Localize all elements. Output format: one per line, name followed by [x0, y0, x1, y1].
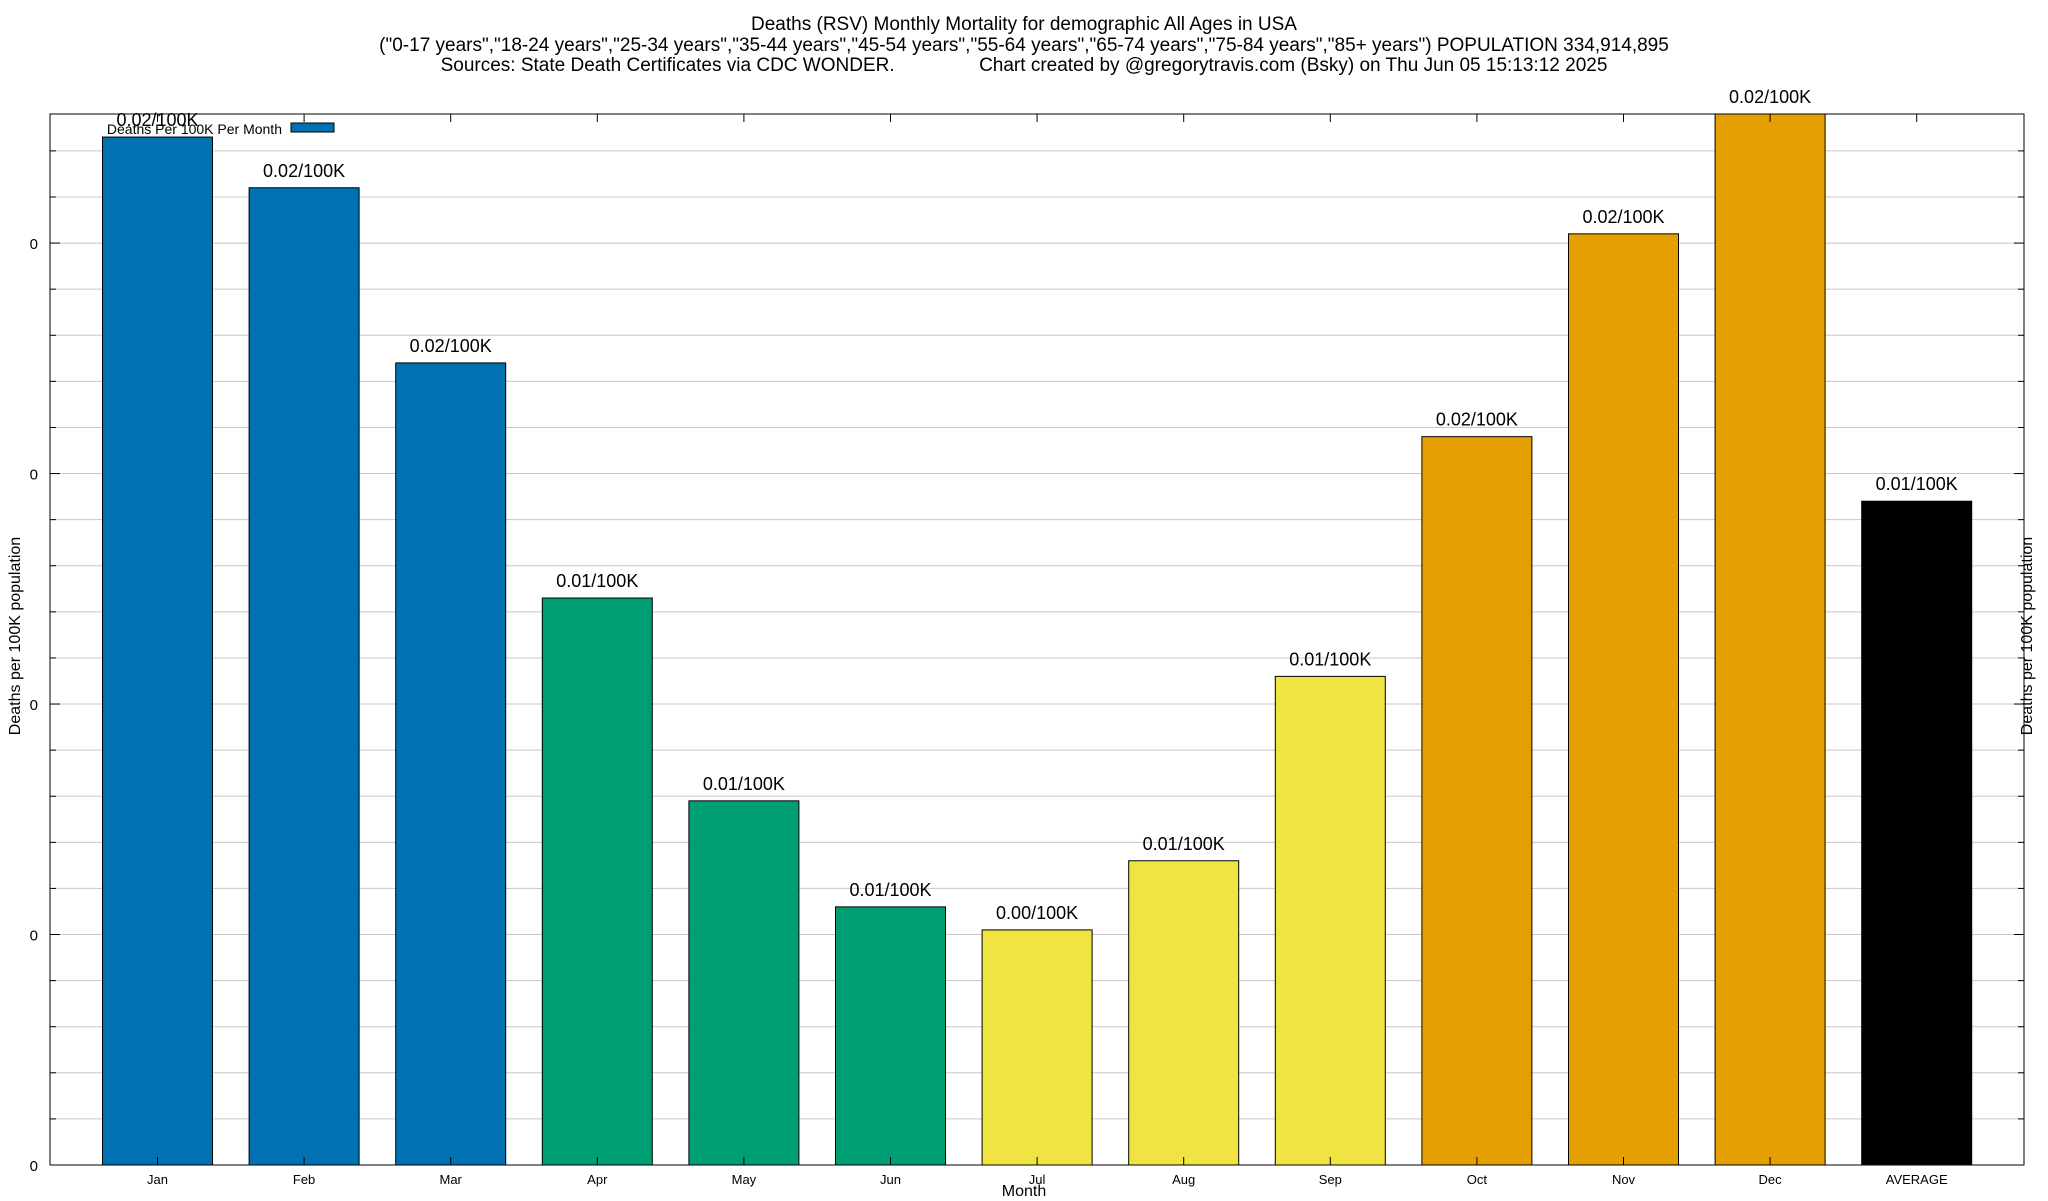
x-tick-label: May: [732, 1172, 757, 1187]
data-label: 0.01/100K: [1289, 649, 1371, 669]
data-label: 0.02/100K: [116, 110, 198, 130]
y-tick-label: 0: [30, 236, 38, 253]
bar-may: [688, 800, 800, 1166]
labels: 0 0 0 0 0 0.02/100K Jan 0.02/100K Feb 0.02/100K Ma…: [30, 87, 1958, 1187]
legend-swatch: [290, 122, 335, 133]
chart-title: Deaths (RSV) Monthly Mortality for demog…: [751, 14, 1297, 35]
bar-dec: [1714, 113, 1826, 1166]
chart-sources: Sources: State Death Certificates via CD…: [440, 55, 1608, 76]
bar-oct: [1421, 436, 1533, 1166]
y-axis-label: Deaths per 100K population: [7, 536, 24, 736]
y-tick-label: 0: [30, 467, 38, 484]
legend: Deaths Per 100K Per Month: [107, 121, 335, 137]
data-label: 0.00/100K: [996, 903, 1078, 923]
bar-sep: [1274, 675, 1386, 1166]
legend-label: Deaths Per 100K Per Month: [107, 121, 282, 137]
bars: [102, 113, 1973, 1166]
bar-nov: [1568, 233, 1679, 1166]
y-tick-label: 0: [30, 697, 38, 714]
x-tick-label: Jun: [880, 1172, 901, 1187]
x-tick-label: AVERAGE: [1886, 1172, 1948, 1187]
x-tick-label: Mar: [440, 1172, 463, 1187]
data-label: 0.02/100K: [1582, 207, 1664, 227]
bar-apr: [541, 597, 653, 1166]
y-axis-label-right: Deaths per 100K population: [2019, 536, 2036, 736]
x-tick-label: Nov: [1612, 1172, 1636, 1187]
data-label: 0.01/100K: [1876, 474, 1958, 494]
chart-subtitle: ("0-17 years","18-24 years","25-34 years…: [379, 35, 1669, 56]
bar-feb: [248, 187, 360, 1166]
y-tick-label: 0: [30, 1158, 38, 1175]
data-label: 0.01/100K: [1143, 834, 1225, 854]
data-label: 0.01/100K: [556, 571, 638, 591]
x-tick-label: Jan: [147, 1172, 168, 1187]
y-tick-label: 0: [30, 928, 38, 945]
bar-aug: [1128, 860, 1240, 1166]
data-label: 0.01/100K: [703, 774, 785, 794]
bar-average: [1861, 500, 1973, 1166]
data-label: 0.02/100K: [1729, 87, 1811, 107]
x-tick-label: Apr: [587, 1172, 608, 1187]
data-label: 0.02/100K: [1436, 410, 1518, 430]
ticks: [50, 114, 2024, 1165]
x-tick-label: Oct: [1467, 1172, 1488, 1187]
data-label: 0.01/100K: [849, 880, 931, 900]
bar-jul: [981, 929, 1093, 1166]
x-axis-label: Month: [1001, 1183, 1047, 1200]
bar-mar: [395, 362, 507, 1166]
x-tick-label: Aug: [1172, 1172, 1195, 1187]
data-label: 0.02/100K: [410, 336, 492, 356]
bar-jan: [102, 136, 213, 1166]
data-label: 0.02/100K: [263, 161, 345, 181]
bar-jun: [835, 906, 946, 1166]
x-tick-label: Feb: [293, 1172, 315, 1187]
x-tick-label: Dec: [1759, 1172, 1783, 1187]
x-tick-label: Jul: [1029, 1172, 1046, 1187]
x-tick-label: Sep: [1319, 1172, 1342, 1187]
